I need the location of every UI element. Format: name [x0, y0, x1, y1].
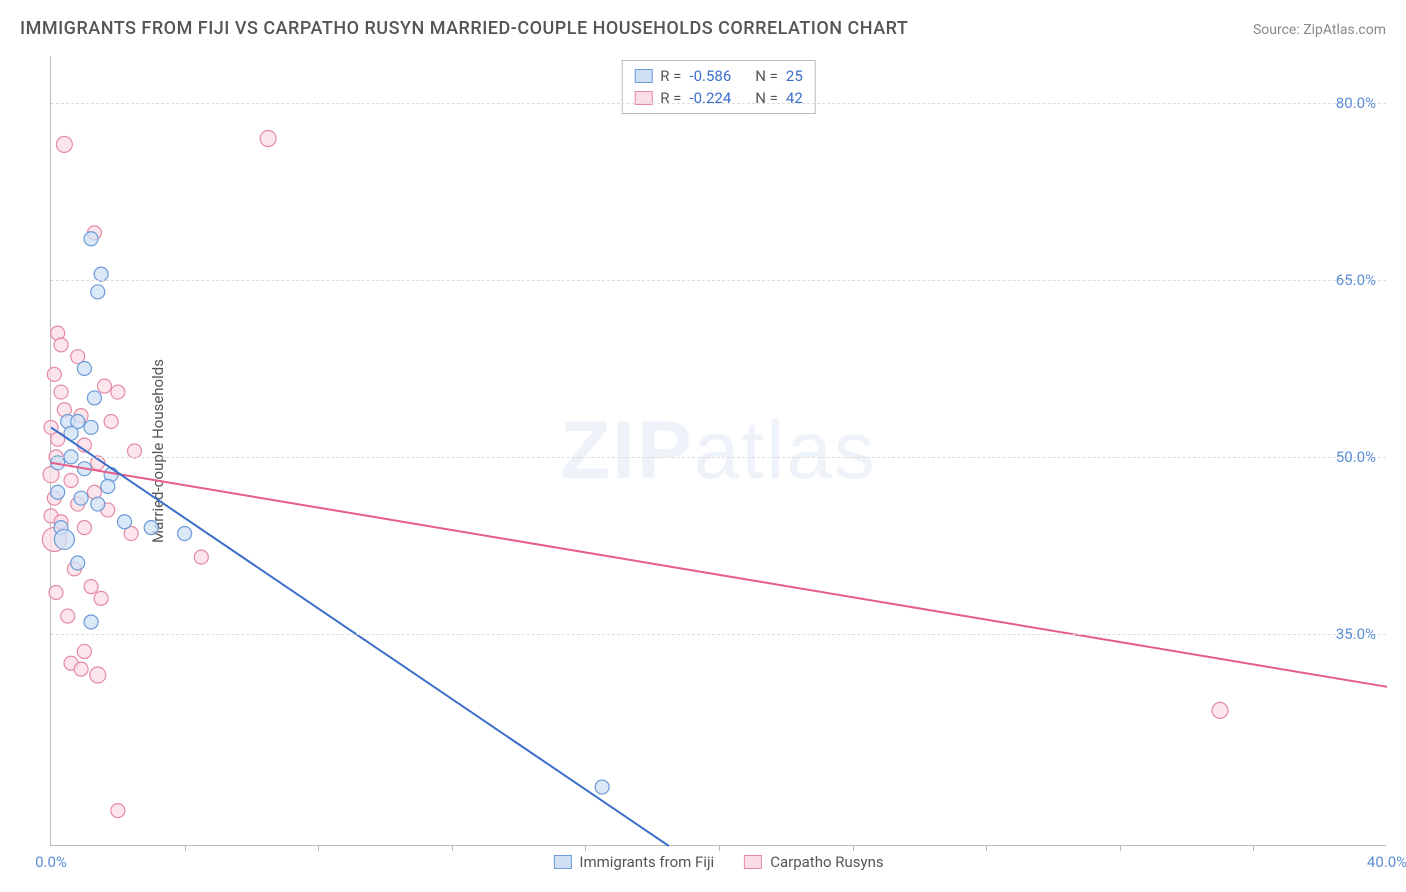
x-tick	[1120, 845, 1121, 851]
swatch-pink	[744, 855, 762, 869]
scatter-point	[54, 338, 68, 352]
trend-line	[51, 463, 1387, 687]
x-tick	[986, 845, 987, 851]
plot-area: Married-couple Households ZIPatlas R = -…	[50, 56, 1386, 846]
bottom-legend: Immigrants from Fiji Carpatho Rusyns	[553, 853, 883, 871]
gridline	[51, 280, 1386, 281]
scatter-point	[49, 585, 63, 599]
scatter-point	[71, 556, 85, 570]
r-label: R =	[660, 89, 681, 107]
x-tick	[719, 845, 720, 851]
scatter-point	[128, 444, 142, 458]
scatter-point	[111, 804, 125, 818]
scatter-point	[1212, 702, 1228, 718]
legend-label-pink: Carpatho Rusyns	[770, 853, 883, 871]
scatter-point	[61, 609, 75, 623]
scatter-point	[84, 232, 98, 246]
trend-line	[51, 427, 669, 846]
scatter-point	[117, 515, 131, 529]
scatter-point	[194, 550, 208, 564]
r-value-pink: -0.224	[689, 89, 731, 107]
n-value-pink: 42	[786, 89, 803, 107]
x-tick	[853, 845, 854, 851]
scatter-point	[91, 285, 105, 299]
gridline	[51, 457, 1386, 458]
chart-title: IMMIGRANTS FROM FIJI VS CARPATHO RUSYN M…	[20, 18, 908, 39]
r-label: R =	[660, 67, 681, 85]
n-label: N =	[755, 89, 778, 107]
scatter-point	[101, 479, 115, 493]
swatch-blue	[553, 855, 571, 869]
source-attribution: Source: ZipAtlas.com	[1253, 22, 1386, 38]
scatter-point	[77, 521, 91, 535]
scatter-point	[77, 361, 91, 375]
x-tick	[318, 845, 319, 851]
scatter-point	[84, 420, 98, 434]
scatter-point	[84, 580, 98, 594]
scatter-point	[64, 473, 78, 487]
scatter-point	[111, 385, 125, 399]
y-tick-label: 35.0%	[1336, 625, 1376, 643]
x-tick-label: 40.0%	[1367, 853, 1406, 871]
gridline	[51, 103, 1386, 104]
scatter-point	[84, 615, 98, 629]
x-tick	[185, 845, 186, 851]
scatter-point	[91, 497, 105, 511]
x-tick	[452, 845, 453, 851]
scatter-point	[54, 385, 68, 399]
scatter-svg	[51, 56, 1386, 845]
gridline	[51, 634, 1386, 635]
stats-legend-box: R = -0.586 N = 25 R = -0.224 N = 42	[621, 60, 816, 114]
stats-row-blue: R = -0.586 N = 25	[634, 65, 803, 87]
scatter-point	[178, 527, 192, 541]
scatter-point	[74, 662, 88, 676]
legend-item-blue: Immigrants from Fiji	[553, 853, 714, 871]
stats-row-pink: R = -0.224 N = 42	[634, 87, 803, 109]
y-tick-label: 50.0%	[1336, 448, 1376, 466]
n-value-blue: 25	[786, 67, 803, 85]
scatter-point	[94, 591, 108, 605]
scatter-point	[47, 367, 61, 381]
scatter-point	[595, 780, 609, 794]
r-value-blue: -0.586	[689, 67, 731, 85]
x-tick	[1253, 845, 1254, 851]
swatch-blue	[634, 69, 652, 83]
x-tick	[585, 845, 586, 851]
scatter-point	[97, 379, 111, 393]
y-tick-label: 80.0%	[1336, 94, 1376, 112]
scatter-point	[104, 415, 118, 429]
legend-label-blue: Immigrants from Fiji	[579, 853, 714, 871]
legend-item-pink: Carpatho Rusyns	[744, 853, 883, 871]
y-tick-label: 65.0%	[1336, 271, 1376, 289]
scatter-point	[56, 136, 72, 152]
scatter-point	[77, 644, 91, 658]
scatter-point	[90, 667, 106, 683]
scatter-point	[54, 529, 74, 549]
scatter-point	[51, 485, 65, 499]
x-tick-label: 0.0%	[35, 853, 67, 871]
scatter-point	[87, 391, 101, 405]
scatter-point	[74, 491, 88, 505]
scatter-point	[260, 131, 276, 147]
scatter-point	[144, 521, 158, 535]
n-label: N =	[755, 67, 778, 85]
